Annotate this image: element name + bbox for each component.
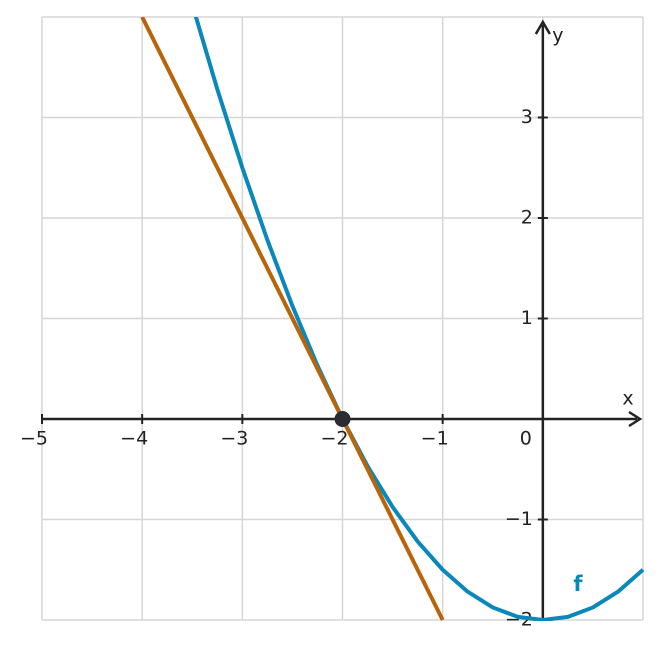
x-tick-label: −5	[20, 428, 48, 450]
point	[334, 411, 351, 427]
origin-label: 0	[520, 428, 532, 450]
x-tick-label: −1	[421, 428, 449, 450]
y-axis-label: y	[552, 25, 563, 47]
y-axis-arrow	[534, 19, 551, 35]
x-axis-arrow	[628, 410, 643, 428]
x-tick-label: −3	[220, 428, 248, 450]
y-tick-label: 1	[521, 307, 533, 329]
plot-area	[140, 17, 644, 621]
y-tick-label: 3	[521, 106, 533, 128]
x-tick-label: −4	[120, 428, 148, 450]
series-label: f	[573, 572, 583, 596]
x-tick-label: −2	[320, 428, 348, 450]
curve	[193, 17, 644, 621]
y-tick-label: 2	[521, 207, 533, 229]
curve	[140, 17, 445, 621]
x-axis-label: x	[622, 388, 633, 410]
y-tick-label: −1	[505, 508, 533, 530]
